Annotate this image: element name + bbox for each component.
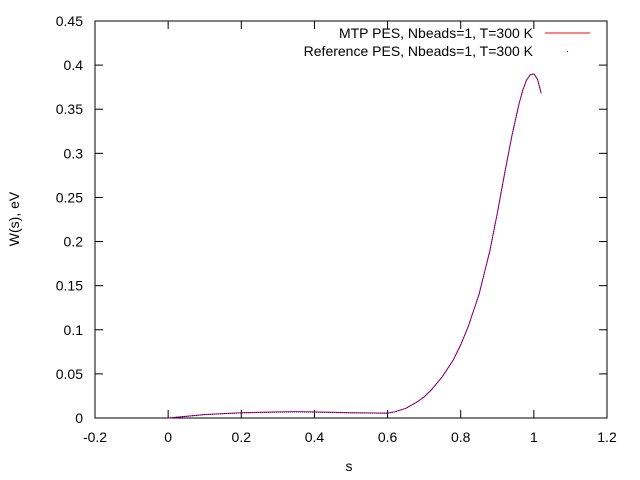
y-tick-label: 0 [75, 410, 83, 426]
x-tick-label: -0.2 [83, 429, 107, 445]
x-axis: -0.2 0 0.2 0.4 0.6 0.8 1 1.2 [83, 21, 617, 445]
y-tick-label: 0.2 [64, 234, 84, 250]
x-axis-label: s [346, 458, 353, 474]
series-reference-dots [168, 73, 542, 419]
x-tick-label: 0.2 [232, 429, 252, 445]
legend: MTP PES, Nbeads=1, T=300 K Reference PES… [304, 25, 590, 59]
plot-frame [94, 20, 608, 419]
y-tick-label: 0.35 [56, 101, 83, 117]
x-tick-label: 1.2 [597, 429, 617, 445]
y-tick-label: 0.1 [64, 322, 84, 338]
x-tick-label: 0.4 [305, 429, 325, 445]
y-tick-label: 0.4 [64, 57, 84, 73]
y-tick-label: 0.45 [56, 13, 83, 29]
y-tick-label: 0.25 [56, 189, 83, 205]
y-tick-label: 0.05 [56, 366, 83, 382]
x-tick-label: 0.6 [378, 429, 398, 445]
x-tick-label: 0.8 [451, 429, 471, 445]
y-tick-label: 0.3 [64, 145, 84, 161]
x-tick-label: 0 [164, 429, 172, 445]
legend-label-mtp: MTP PES, Nbeads=1, T=300 K [339, 25, 534, 41]
plot-border [94, 20, 608, 419]
legend-swatch-reference [567, 51, 568, 52]
series-layer [168, 73, 542, 419]
x-tick-label: 1 [530, 429, 538, 445]
y-axis: 0 0.05 0.1 0.15 0.2 0.25 0.3 0.35 0.4 0.45 [56, 13, 607, 426]
y-axis-label: W(s), eV [6, 191, 22, 246]
series-mtp-line [168, 73, 542, 419]
legend-label-reference: Reference PES, Nbeads=1, T=300 K [304, 43, 534, 59]
y-tick-label: 0.15 [56, 278, 83, 294]
